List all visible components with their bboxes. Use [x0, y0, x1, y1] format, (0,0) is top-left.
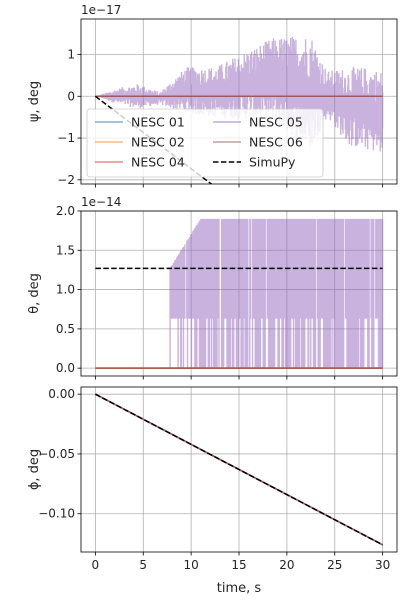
y-axis-label: ψ, deg	[27, 81, 42, 122]
y-tick-label: −0.10	[38, 507, 75, 521]
x-tick-label: 5	[139, 558, 147, 572]
x-tick-label: 30	[375, 558, 390, 572]
legend-box	[86, 108, 324, 178]
series-band	[169, 218, 384, 369]
y-tick-label: 1.0	[56, 283, 75, 297]
legend-label: NESC 02	[131, 135, 185, 150]
y-tick-label: 1.5	[56, 243, 75, 257]
y-tick-label: 1	[67, 48, 75, 62]
y-tick-label: 0.00	[48, 387, 75, 401]
x-axis-label: time, s	[217, 581, 262, 596]
legend-label: NESC 01	[131, 115, 185, 130]
x-tick-label: 0	[92, 558, 100, 572]
series-nesc-05	[169, 218, 384, 369]
y-axis-label: θ, deg	[27, 273, 42, 314]
legend-label: NESC 04	[131, 155, 185, 170]
plot-area	[95, 218, 384, 369]
x-tick-label: 25	[327, 558, 342, 572]
panel-3: 0 5 10 15 20 25 30 0.00 −0.05 −0.10 ϕ, deg time, s	[27, 386, 398, 596]
panel-2: 0.0 0.5 1.0 1.5 2.0 θ, deg 1e−14	[27, 195, 398, 380]
x-tick-label: 10	[183, 558, 198, 572]
legend-label: NESC 06	[249, 135, 303, 150]
x-tick-label: 20	[279, 558, 294, 572]
y-tick-label: 0	[67, 89, 75, 103]
y-tick-label: 0.5	[56, 322, 75, 336]
x-tick-label: 15	[231, 558, 246, 572]
y-tick-label: 0.0	[56, 361, 75, 375]
y-tick-label: −0.05	[38, 447, 75, 461]
legend: NESC 01 NESC 02 NESC 04 NESC 05 NESC 06 SimuP…	[86, 108, 324, 178]
offset-text: 1e−17	[81, 3, 121, 17]
plot-area	[95, 393, 383, 546]
y-tick-label: −2	[57, 173, 75, 187]
series-line-simupy	[95, 393, 383, 546]
offset-text: 1e−14	[81, 195, 121, 209]
y-axis-label: ϕ, deg	[27, 449, 42, 490]
legend-label: NESC 05	[249, 115, 303, 130]
y-tick-label: 2.0	[56, 204, 75, 218]
legend-label: SimuPy	[249, 155, 296, 170]
y-tick-label: −1	[57, 131, 75, 145]
